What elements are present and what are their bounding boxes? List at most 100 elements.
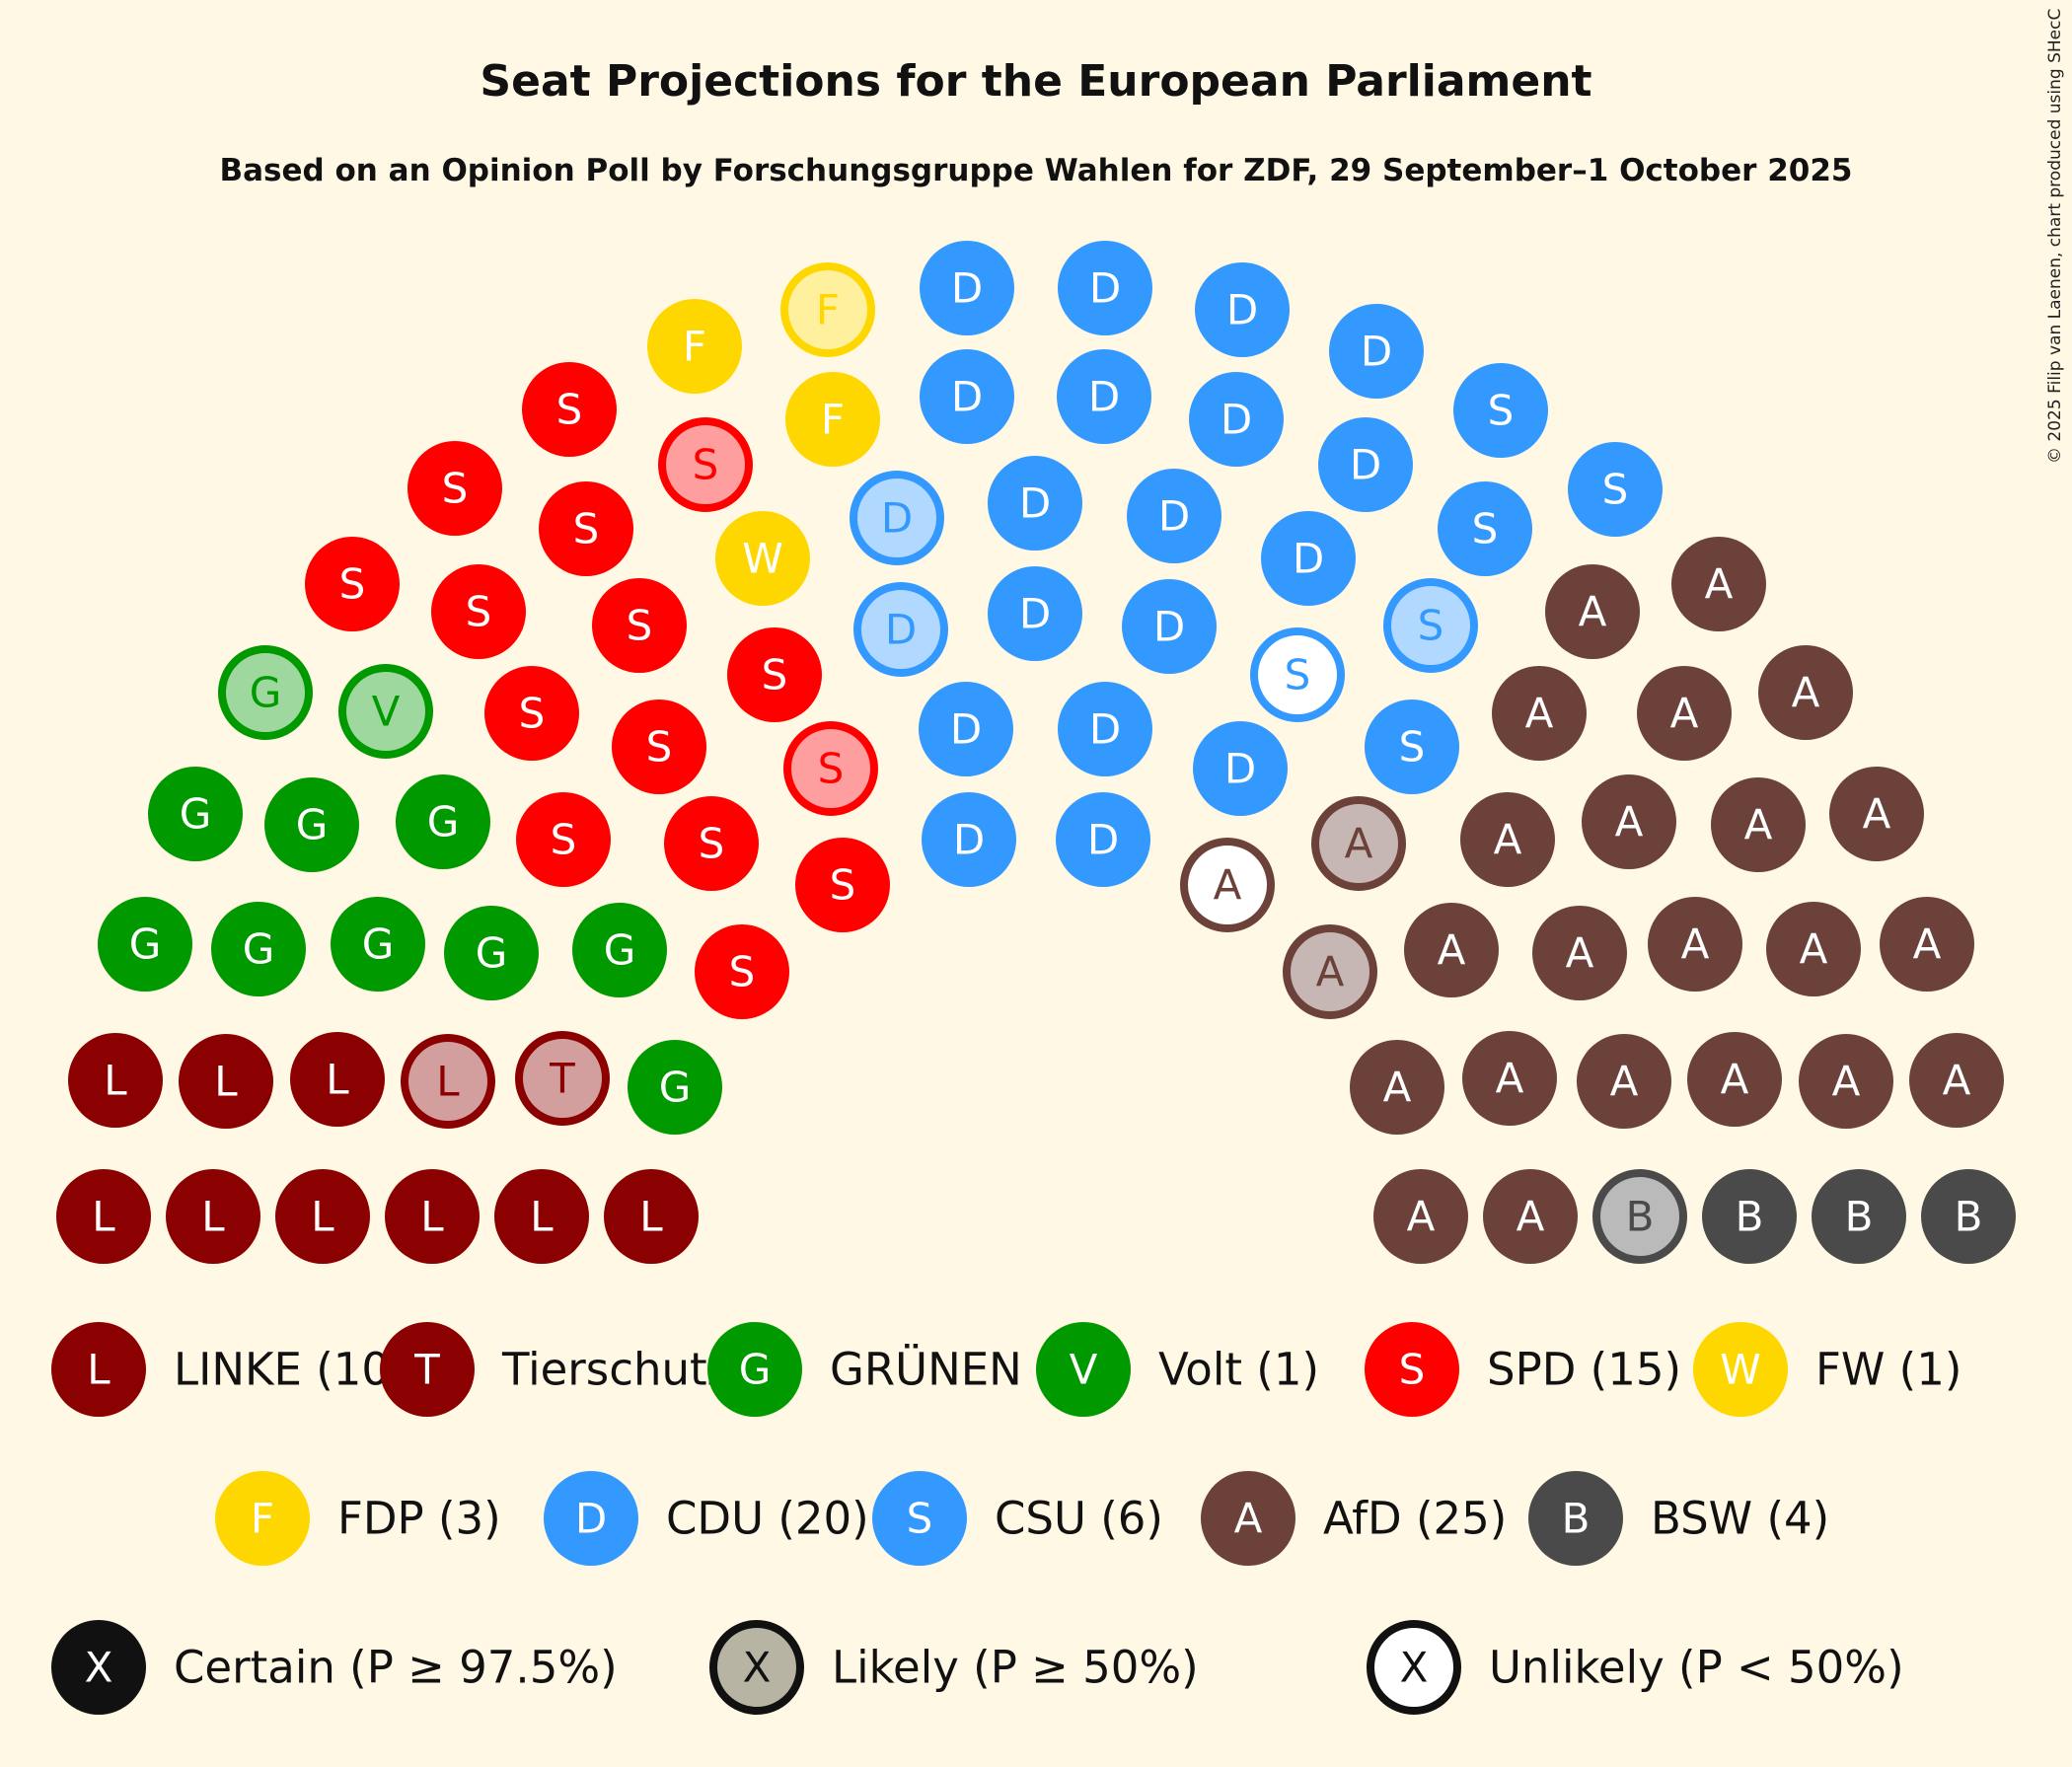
seat-cdu-letter: D bbox=[1087, 816, 1119, 864]
seat-cdu-letter: D bbox=[1226, 286, 1258, 334]
seat-cdu-letter: D bbox=[1019, 590, 1051, 638]
seat-afd: A bbox=[1637, 666, 1732, 761]
legend-label-afd: AfD (25) bbox=[1323, 1493, 1507, 1545]
seat-spd-circle bbox=[516, 792, 611, 887]
seat-bsw-letter: B bbox=[1626, 1193, 1655, 1241]
seat-afd-letter: A bbox=[1494, 816, 1522, 864]
seat-cdu-circle bbox=[919, 682, 1013, 776]
seat-cdu-letter: D bbox=[1153, 603, 1185, 651]
seat-spd-circle bbox=[539, 481, 633, 576]
legend-swatch-gruenen-circle bbox=[707, 1322, 802, 1417]
seat-linke-letter: L bbox=[92, 1193, 115, 1241]
seat-tierschutz: T bbox=[515, 1031, 610, 1126]
seat-cdu-letter: D bbox=[885, 606, 917, 654]
seat-afd: A bbox=[1799, 1034, 1893, 1129]
legend-swatch-cdu: D bbox=[544, 1471, 638, 1566]
legend-swatch-spd-circle bbox=[1365, 1322, 1459, 1417]
seat-cdu-letter: D bbox=[1221, 396, 1252, 444]
seat-csu-letter: S bbox=[1418, 602, 1444, 650]
legend-swatch-volt-circle bbox=[1036, 1322, 1131, 1417]
seat-cdu: D bbox=[1261, 511, 1356, 606]
seat-cdu-circle bbox=[1329, 304, 1424, 399]
seat-bsw: B bbox=[1592, 1169, 1687, 1264]
seat-linke-letter: L bbox=[420, 1193, 444, 1241]
seat-linke-circle bbox=[166, 1169, 260, 1264]
seat-cdu: D bbox=[988, 456, 1082, 551]
seat-linke-letter: L bbox=[311, 1193, 334, 1241]
legend-swatch-bsw-circle bbox=[1528, 1471, 1623, 1566]
seat-spd-letter: S bbox=[693, 441, 719, 489]
seat-fdp: F bbox=[785, 372, 880, 467]
legend-swatch-volt: V bbox=[1036, 1322, 1131, 1417]
seat-afd-circle bbox=[1829, 767, 1924, 861]
party-legend: L LINKE (10) T Tierschutz G GRÜNEN V Volt (1) S S… bbox=[51, 1322, 1961, 1566]
seat-afd-circle bbox=[1311, 796, 1406, 891]
seat-fdp-letter: F bbox=[816, 286, 840, 334]
seat-linke-letter: L bbox=[201, 1193, 225, 1241]
seat-afd-circle bbox=[1637, 666, 1732, 761]
seat-cdu-letter: D bbox=[1224, 745, 1256, 793]
seat-afd-circle bbox=[1462, 1031, 1557, 1126]
legend-label-linke: LINKE (10) bbox=[174, 1344, 407, 1396]
seat-spd-circle bbox=[305, 537, 400, 631]
seat-cdu: D bbox=[1329, 304, 1424, 399]
seat-afd: A bbox=[1532, 906, 1627, 1000]
seat-csu-circle bbox=[1568, 442, 1663, 537]
legend-swatch-linke: L bbox=[51, 1322, 146, 1417]
legend-label-fdp: FDP (3) bbox=[337, 1493, 501, 1545]
seat-gruenen-letter: G bbox=[243, 925, 275, 974]
seat-volt-letter: V bbox=[372, 688, 401, 736]
seat-spd: S bbox=[305, 537, 400, 631]
seat-csu: S bbox=[1365, 699, 1459, 794]
seat-afd-letter: A bbox=[1517, 1193, 1545, 1241]
seat-afd-circle bbox=[1283, 924, 1377, 1019]
seat-spd-letter: S bbox=[442, 465, 469, 513]
legend-swatch-csu: S bbox=[872, 1471, 967, 1566]
seat-volt-circle bbox=[338, 664, 433, 759]
seat-spd-letter: S bbox=[646, 723, 673, 772]
seat-linke: L bbox=[494, 1169, 589, 1264]
seat-cdu-circle bbox=[1056, 792, 1150, 887]
seat-linke-circle bbox=[275, 1169, 370, 1264]
seat-cdu-letter: D bbox=[1361, 328, 1392, 376]
seat-afd: A bbox=[1711, 777, 1806, 872]
seat-gruenen-circle bbox=[264, 777, 359, 872]
seat-cdu-letter: D bbox=[1088, 373, 1120, 421]
seat-bsw-letter: B bbox=[1736, 1193, 1764, 1241]
status-swatch-unlikely: X bbox=[1367, 1620, 1461, 1715]
seat-spd-circle bbox=[484, 666, 579, 761]
seat-fdp-circle bbox=[785, 372, 880, 467]
seat-afd-letter: A bbox=[1566, 929, 1594, 978]
seat-csu-circle bbox=[1453, 363, 1548, 458]
seat-cdu-circle bbox=[850, 471, 944, 565]
legend-swatch-afd-circle bbox=[1201, 1471, 1295, 1566]
status-label-likely: Likely (P ≥ 50%) bbox=[832, 1642, 1199, 1694]
seat-linke-circle bbox=[179, 1034, 273, 1129]
seat-linke-circle bbox=[401, 1034, 495, 1129]
seat-cdu-letter: D bbox=[953, 816, 985, 864]
seat-afd-letter: A bbox=[1383, 1064, 1412, 1112]
seat-cdu: D bbox=[1189, 372, 1284, 467]
seat-gruenen: G bbox=[211, 902, 306, 996]
seat-csu-letter: S bbox=[1285, 651, 1311, 699]
seat-cdu-letter: D bbox=[1158, 492, 1190, 541]
seat-bsw-circle bbox=[1921, 1169, 2016, 1264]
seat-cdu-letter: D bbox=[1019, 479, 1051, 528]
seat-afd: A bbox=[1648, 897, 1742, 992]
status-swatch-unlikely-circle bbox=[1367, 1620, 1461, 1715]
seat-afd: A bbox=[1687, 1032, 1782, 1127]
seat-cdu-circle bbox=[853, 582, 948, 677]
seat-cdu-circle bbox=[1057, 349, 1151, 444]
seat-gruenen-letter: G bbox=[180, 790, 212, 839]
seat-afd-letter: A bbox=[1721, 1056, 1749, 1104]
seat-spd: S bbox=[522, 362, 617, 457]
seat-spd-circle bbox=[727, 627, 822, 722]
seat-cdu: D bbox=[920, 349, 1014, 444]
seat-cdu-circle bbox=[1195, 262, 1290, 357]
seat-cdu-letter: D bbox=[881, 494, 913, 543]
seat-spd: S bbox=[539, 481, 633, 576]
seat-linke-circle bbox=[68, 1033, 163, 1128]
seat-bsw: B bbox=[1812, 1169, 1906, 1264]
legend-swatch-fdp-circle bbox=[215, 1471, 310, 1566]
